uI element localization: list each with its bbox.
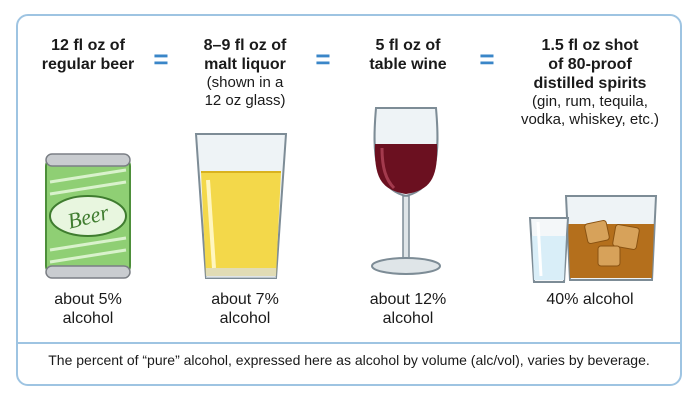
info-frame — [16, 14, 682, 386]
beer-can-icon: Beer — [45, 153, 131, 279]
malt-liquor-percent: about 7% alcohol — [211, 291, 279, 327]
equals-sign-1: = — [153, 44, 169, 74]
equals-sign-2: = — [315, 44, 331, 74]
pint-glass-icon — [194, 133, 288, 279]
spirits-percent: 40% alcohol — [546, 291, 634, 308]
malt-liquor-heading: 8–9 fl oz of malt liquor — [203, 37, 287, 73]
wine-heading: 5 fl oz of table wine — [369, 37, 447, 73]
spirits-glasses-icon — [528, 195, 658, 283]
malt-liquor-sub: (shown in a 12 oz glass) — [204, 74, 286, 109]
beer-percent: about 5% alcohol — [54, 291, 122, 327]
equals-sign-3: = — [479, 44, 495, 74]
wine-percent: about 12% alcohol — [369, 291, 447, 327]
spirits-sub: (gin, rum, tequila, vodka, whiskey, etc.… — [520, 93, 660, 128]
footer-divider — [18, 342, 680, 344]
wine-column: 5 fl oz of table wine — [348, 36, 468, 74]
wine-glass-icon — [371, 107, 441, 275]
spirits-heading: 1.5 fl oz shot of 80-proof distilled spi… — [533, 37, 647, 92]
malt-liquor-column: 8–9 fl oz of malt liquor (shown in a 12 … — [180, 36, 310, 110]
beer-column: 12 fl oz of regular beer — [28, 36, 148, 74]
footer-note: The percent of “pure” alcohol, expressed… — [48, 352, 650, 368]
beer-heading: 12 fl oz of regular beer — [41, 37, 135, 73]
spirits-column: 1.5 fl oz shot of 80-proof distilled spi… — [508, 36, 672, 129]
